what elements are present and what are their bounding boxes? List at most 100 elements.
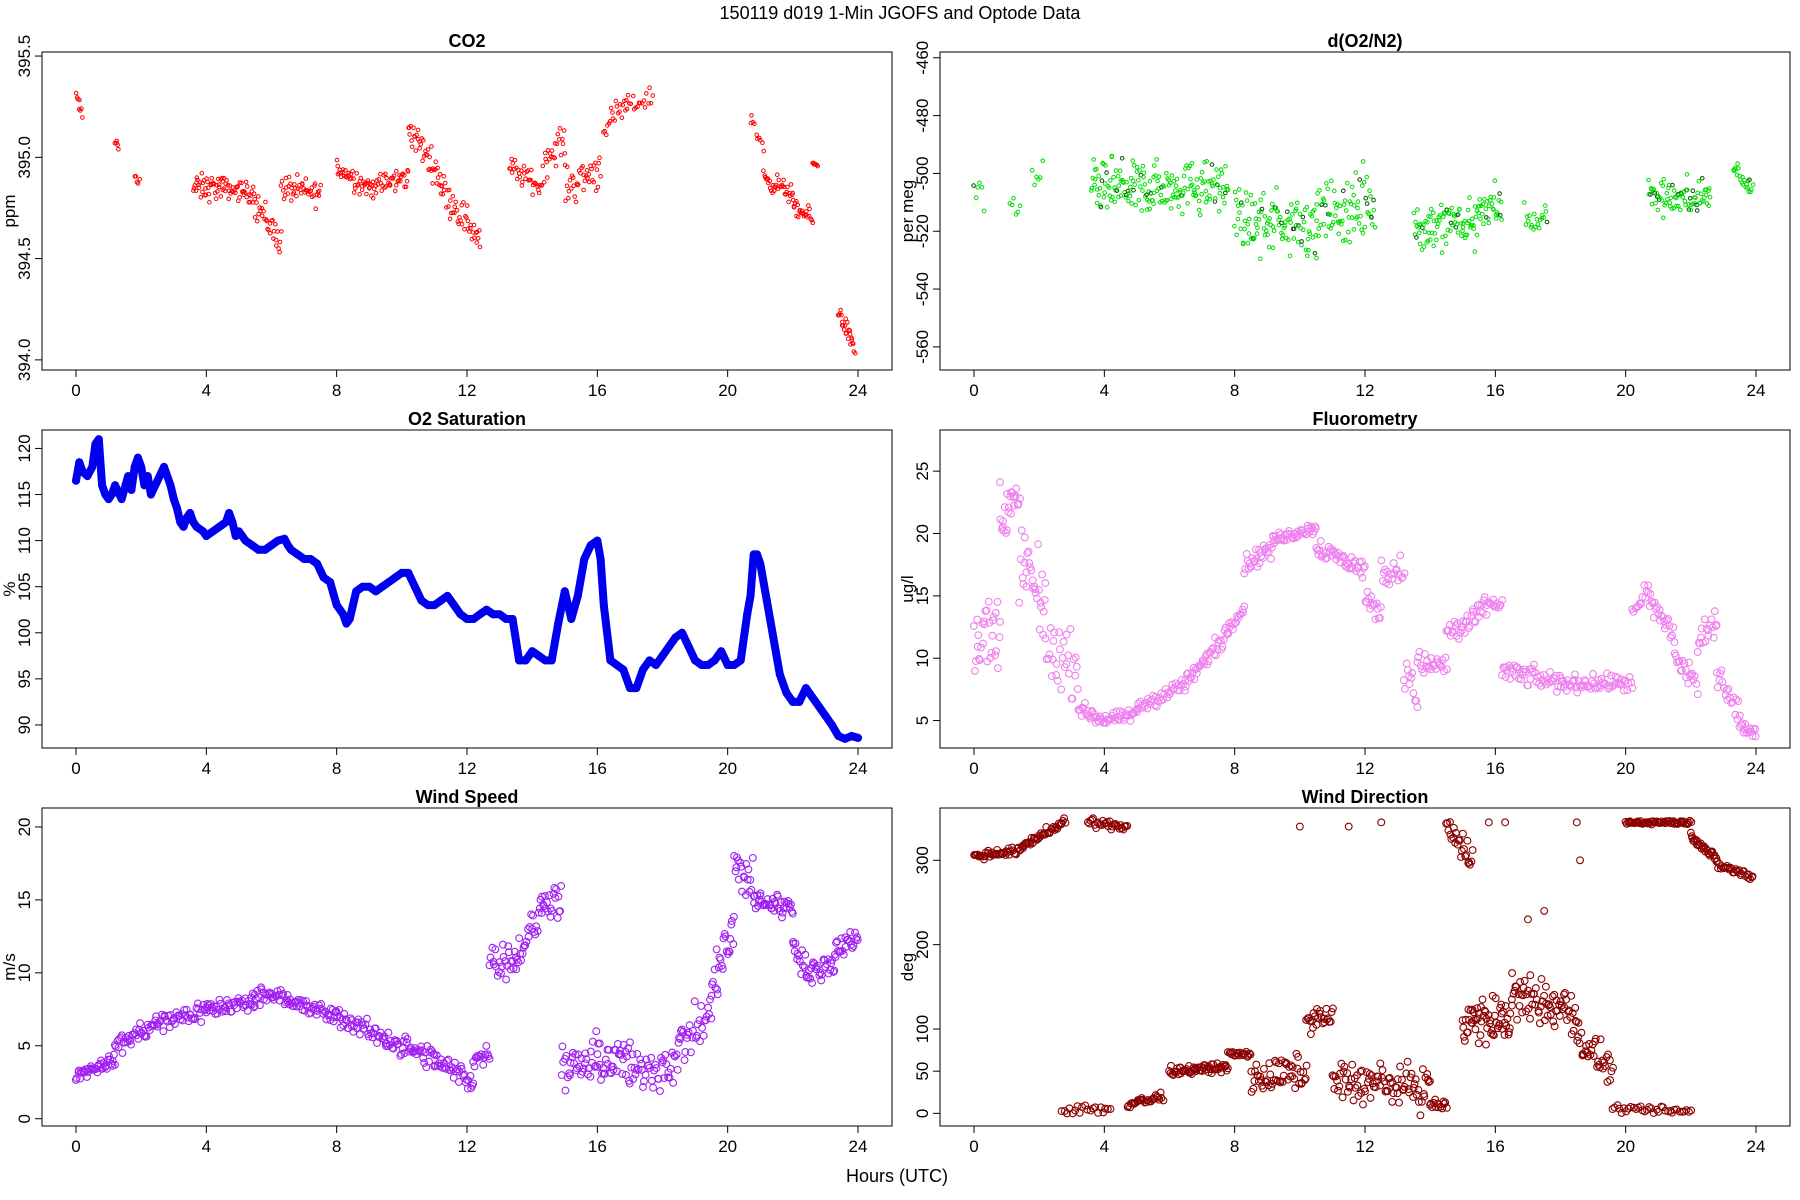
do2n2-point <box>1417 230 1422 236</box>
do2n2-point <box>1733 165 1738 171</box>
windspeed-point <box>274 990 283 999</box>
do2n2-point <box>1522 200 1527 205</box>
do2n2-point <box>1544 219 1550 225</box>
winddir-point <box>1584 1052 1592 1061</box>
windspeed-point <box>621 1070 630 1079</box>
co2-point <box>573 199 579 205</box>
co2-point <box>620 102 626 108</box>
windspeed-point <box>647 1053 656 1062</box>
co2-point <box>391 173 397 179</box>
do2n2-point <box>1130 158 1136 163</box>
do2n2-point <box>1232 223 1237 229</box>
co2-xtick-label: 16 <box>588 381 607 400</box>
co2-point <box>343 168 348 173</box>
fluoro-point <box>1670 638 1679 647</box>
do2n2-ytick-label: -560 <box>913 330 932 364</box>
winddir-point <box>1557 1001 1566 1010</box>
o2sat-point <box>651 661 660 670</box>
co2-point <box>209 176 214 181</box>
co2-point <box>585 175 590 181</box>
fluoro-point <box>1710 607 1719 616</box>
windspeed-point <box>797 970 806 979</box>
windspeed-point <box>590 1062 599 1071</box>
winddir-point <box>1586 1050 1595 1059</box>
fluoro-point <box>1731 710 1740 719</box>
co2-point <box>474 240 480 245</box>
winddir-point <box>1296 1068 1305 1076</box>
fluoro-ytick-label: 20 <box>913 524 932 543</box>
do2n2-point <box>1152 163 1157 168</box>
co2-point <box>530 192 535 197</box>
o2sat-ytick-label: 110 <box>15 527 34 554</box>
co2-point <box>318 182 324 188</box>
co2-point <box>225 182 231 188</box>
windspeed-point <box>744 865 753 874</box>
do2n2-point <box>1321 197 1327 203</box>
windspeed-point <box>360 1024 369 1033</box>
fluoro-point <box>1567 682 1576 691</box>
fluoro-point <box>991 651 1000 660</box>
fluoro-point <box>975 654 983 663</box>
fluoro-point <box>1034 540 1043 549</box>
do2n2-point <box>1478 216 1483 222</box>
windspeed-point <box>718 964 727 973</box>
windspeed-point <box>554 892 563 901</box>
co2-point <box>786 199 791 205</box>
fluoro-point <box>1722 686 1731 695</box>
winddir-point <box>1334 1086 1342 1095</box>
fluoro-point <box>1020 558 1029 567</box>
do2n2-point <box>1144 192 1149 198</box>
o2sat-point <box>430 601 439 610</box>
winddir-point <box>1322 1015 1331 1024</box>
do2n2-point <box>1672 194 1678 200</box>
do2n2-point <box>1137 168 1142 173</box>
windspeed-point <box>599 1063 608 1072</box>
do2n2-point <box>1255 225 1260 230</box>
do2n2-point <box>1310 235 1316 240</box>
o2sat-point <box>684 642 693 651</box>
fluoro-point <box>1469 607 1478 616</box>
windspeed-point <box>450 1058 459 1067</box>
do2n2-point <box>1525 218 1531 224</box>
winddir-point <box>1103 1105 1112 1114</box>
fluoro-point <box>1053 676 1062 685</box>
windspeed-point <box>846 928 855 936</box>
fluoro-point <box>998 517 1007 526</box>
do2n2-point <box>1340 218 1345 224</box>
co2-point <box>473 230 479 236</box>
winddir-point <box>1462 851 1470 859</box>
o2sat-point <box>469 614 478 623</box>
winddir-point <box>1123 821 1132 830</box>
co2-point <box>137 177 143 182</box>
winddir-point <box>1574 1018 1583 1027</box>
windspeed-data <box>71 852 862 1096</box>
fluoro-point <box>1465 621 1474 630</box>
co2-point <box>216 184 222 190</box>
winddir-point <box>1363 1078 1372 1087</box>
windspeed-point <box>485 1054 494 1063</box>
windspeed-point <box>114 1043 123 1052</box>
fluoro-point <box>1229 620 1238 629</box>
windspeed-point <box>652 1064 661 1073</box>
do2n2-point <box>1029 167 1035 173</box>
winddir-point <box>1159 1096 1168 1105</box>
fluoro-point <box>1360 562 1369 571</box>
windspeed-point <box>132 1025 141 1034</box>
co2-point <box>783 192 789 197</box>
co2-point <box>300 182 305 187</box>
fluoro-point <box>1552 671 1561 680</box>
winddir-point <box>1348 1060 1357 1069</box>
fluoro-point <box>1209 644 1218 653</box>
windspeed-point <box>282 996 291 1005</box>
co2-point <box>409 144 415 150</box>
o2sat-xtick-label: 8 <box>332 759 341 778</box>
co2-point <box>243 179 249 185</box>
fluoro-point <box>1496 601 1505 610</box>
windspeed-point <box>697 1002 706 1010</box>
co2-point <box>752 121 757 127</box>
co2-point <box>357 192 362 197</box>
fluoro-point <box>1665 622 1674 630</box>
winddir-xtick-label: 0 <box>969 1137 978 1156</box>
